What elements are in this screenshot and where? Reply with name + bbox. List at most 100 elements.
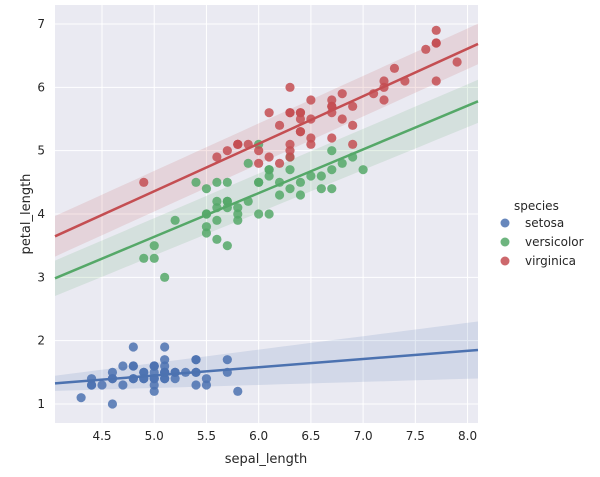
data-point-virginica — [274, 120, 285, 130]
data-point-versicolor — [212, 196, 222, 206]
regression-lines — [54, 42, 479, 385]
data-point-setosa — [107, 399, 118, 409]
confidence-band-versicolor — [55, 79, 478, 297]
data-point-setosa — [201, 380, 212, 390]
data-point-setosa — [128, 361, 138, 371]
data-point-versicolor — [222, 177, 232, 187]
data-point-setosa — [160, 361, 170, 371]
legend-marker-virginica — [500, 256, 510, 266]
data-point-setosa — [118, 361, 128, 371]
data-point-virginica — [337, 89, 347, 99]
data-point-versicolor — [306, 171, 316, 181]
x-tick-label: 6.5 — [301, 429, 320, 443]
data-point-versicolor — [160, 272, 170, 282]
data-point-versicolor — [149, 253, 159, 263]
data-point-versicolor — [191, 177, 201, 187]
y-tick-label: 3 — [37, 270, 45, 284]
data-point-versicolor — [243, 158, 253, 168]
y-tick-labels: 1 2 3 4 5 6 7 — [37, 17, 45, 411]
y-tick-label: 5 — [37, 144, 45, 158]
data-point-versicolor — [149, 241, 159, 251]
legend-marker-setosa — [500, 218, 510, 228]
data-point-setosa — [139, 367, 149, 377]
data-point-versicolor — [222, 196, 232, 206]
x-tick-label: 8.0 — [458, 429, 477, 443]
data-point-virginica — [389, 63, 400, 73]
legend-marker-versicolor — [500, 237, 510, 247]
data-point-virginica — [233, 139, 243, 149]
x-tick-label: 5.0 — [145, 429, 164, 443]
data-point-virginica — [431, 76, 441, 86]
data-point-versicolor — [316, 171, 326, 181]
legend: species setosa versicolor virginica — [500, 199, 584, 268]
data-point-versicolor — [201, 228, 212, 238]
regression-line-setosa — [54, 348, 479, 385]
x-tick-label: 7.5 — [406, 429, 425, 443]
data-point-versicolor — [285, 165, 295, 175]
data-point-versicolor — [285, 184, 295, 194]
data-point-versicolor — [201, 184, 212, 194]
data-point-setosa — [201, 374, 212, 384]
data-point-virginica — [295, 114, 306, 124]
data-point-versicolor — [327, 146, 337, 156]
data-point-versicolor — [316, 184, 326, 194]
data-point-setosa — [170, 374, 180, 384]
data-point-versicolor — [254, 209, 264, 219]
legend-label-versicolor: versicolor — [525, 235, 584, 249]
data-point-versicolor — [264, 165, 274, 175]
data-point-virginica — [295, 127, 306, 137]
data-point-versicolor — [222, 241, 232, 251]
data-point-versicolor — [264, 209, 274, 219]
data-point-versicolor — [233, 203, 243, 213]
legend-label-setosa: setosa — [525, 216, 564, 230]
data-point-virginica — [254, 146, 264, 156]
data-point-setosa — [76, 393, 86, 403]
grid-lines — [55, 5, 478, 423]
data-point-virginica — [421, 44, 431, 54]
data-point-virginica — [285, 146, 295, 156]
data-point-setosa — [128, 342, 138, 352]
data-point-virginica — [306, 139, 316, 149]
data-point-virginica — [431, 38, 441, 48]
data-point-versicolor — [170, 215, 180, 225]
data-point-virginica — [327, 95, 337, 105]
data-point-virginica — [285, 82, 295, 92]
data-point-versicolor — [295, 190, 306, 200]
data-point-setosa — [128, 374, 138, 384]
data-point-virginica — [139, 177, 149, 187]
data-point-virginica — [379, 76, 389, 86]
data-point-versicolor — [295, 177, 306, 187]
x-tick-label: 7.0 — [354, 429, 373, 443]
data-point-setosa — [233, 386, 243, 396]
data-point-setosa — [149, 380, 159, 390]
data-point-setosa — [107, 367, 118, 377]
data-point-virginica — [285, 152, 295, 162]
data-point-setosa — [191, 355, 201, 365]
data-point-virginica — [264, 108, 274, 118]
regression-line-virginica — [54, 42, 479, 238]
data-point-versicolor — [254, 177, 264, 187]
data-point-versicolor — [139, 253, 149, 263]
data-point-versicolor — [337, 158, 347, 168]
data-point-setosa — [222, 355, 232, 365]
data-point-virginica — [379, 95, 389, 105]
data-point-setosa — [149, 386, 159, 396]
data-point-versicolor — [212, 177, 222, 187]
data-point-virginica — [327, 133, 337, 143]
x-tick-label: 6.0 — [249, 429, 268, 443]
data-point-virginica — [222, 146, 232, 156]
data-point-virginica — [295, 108, 306, 118]
data-point-virginica — [348, 101, 358, 111]
x-tick-label: 4.5 — [92, 429, 111, 443]
data-point-virginica — [306, 95, 316, 105]
data-point-virginica — [212, 152, 222, 162]
data-point-versicolor — [233, 209, 243, 219]
y-tick-label: 4 — [37, 207, 45, 221]
data-points — [76, 25, 462, 409]
data-point-virginica — [254, 158, 264, 168]
data-point-versicolor — [327, 165, 337, 175]
data-point-virginica — [348, 120, 358, 130]
data-point-versicolor — [274, 190, 285, 200]
data-point-virginica — [306, 133, 316, 143]
